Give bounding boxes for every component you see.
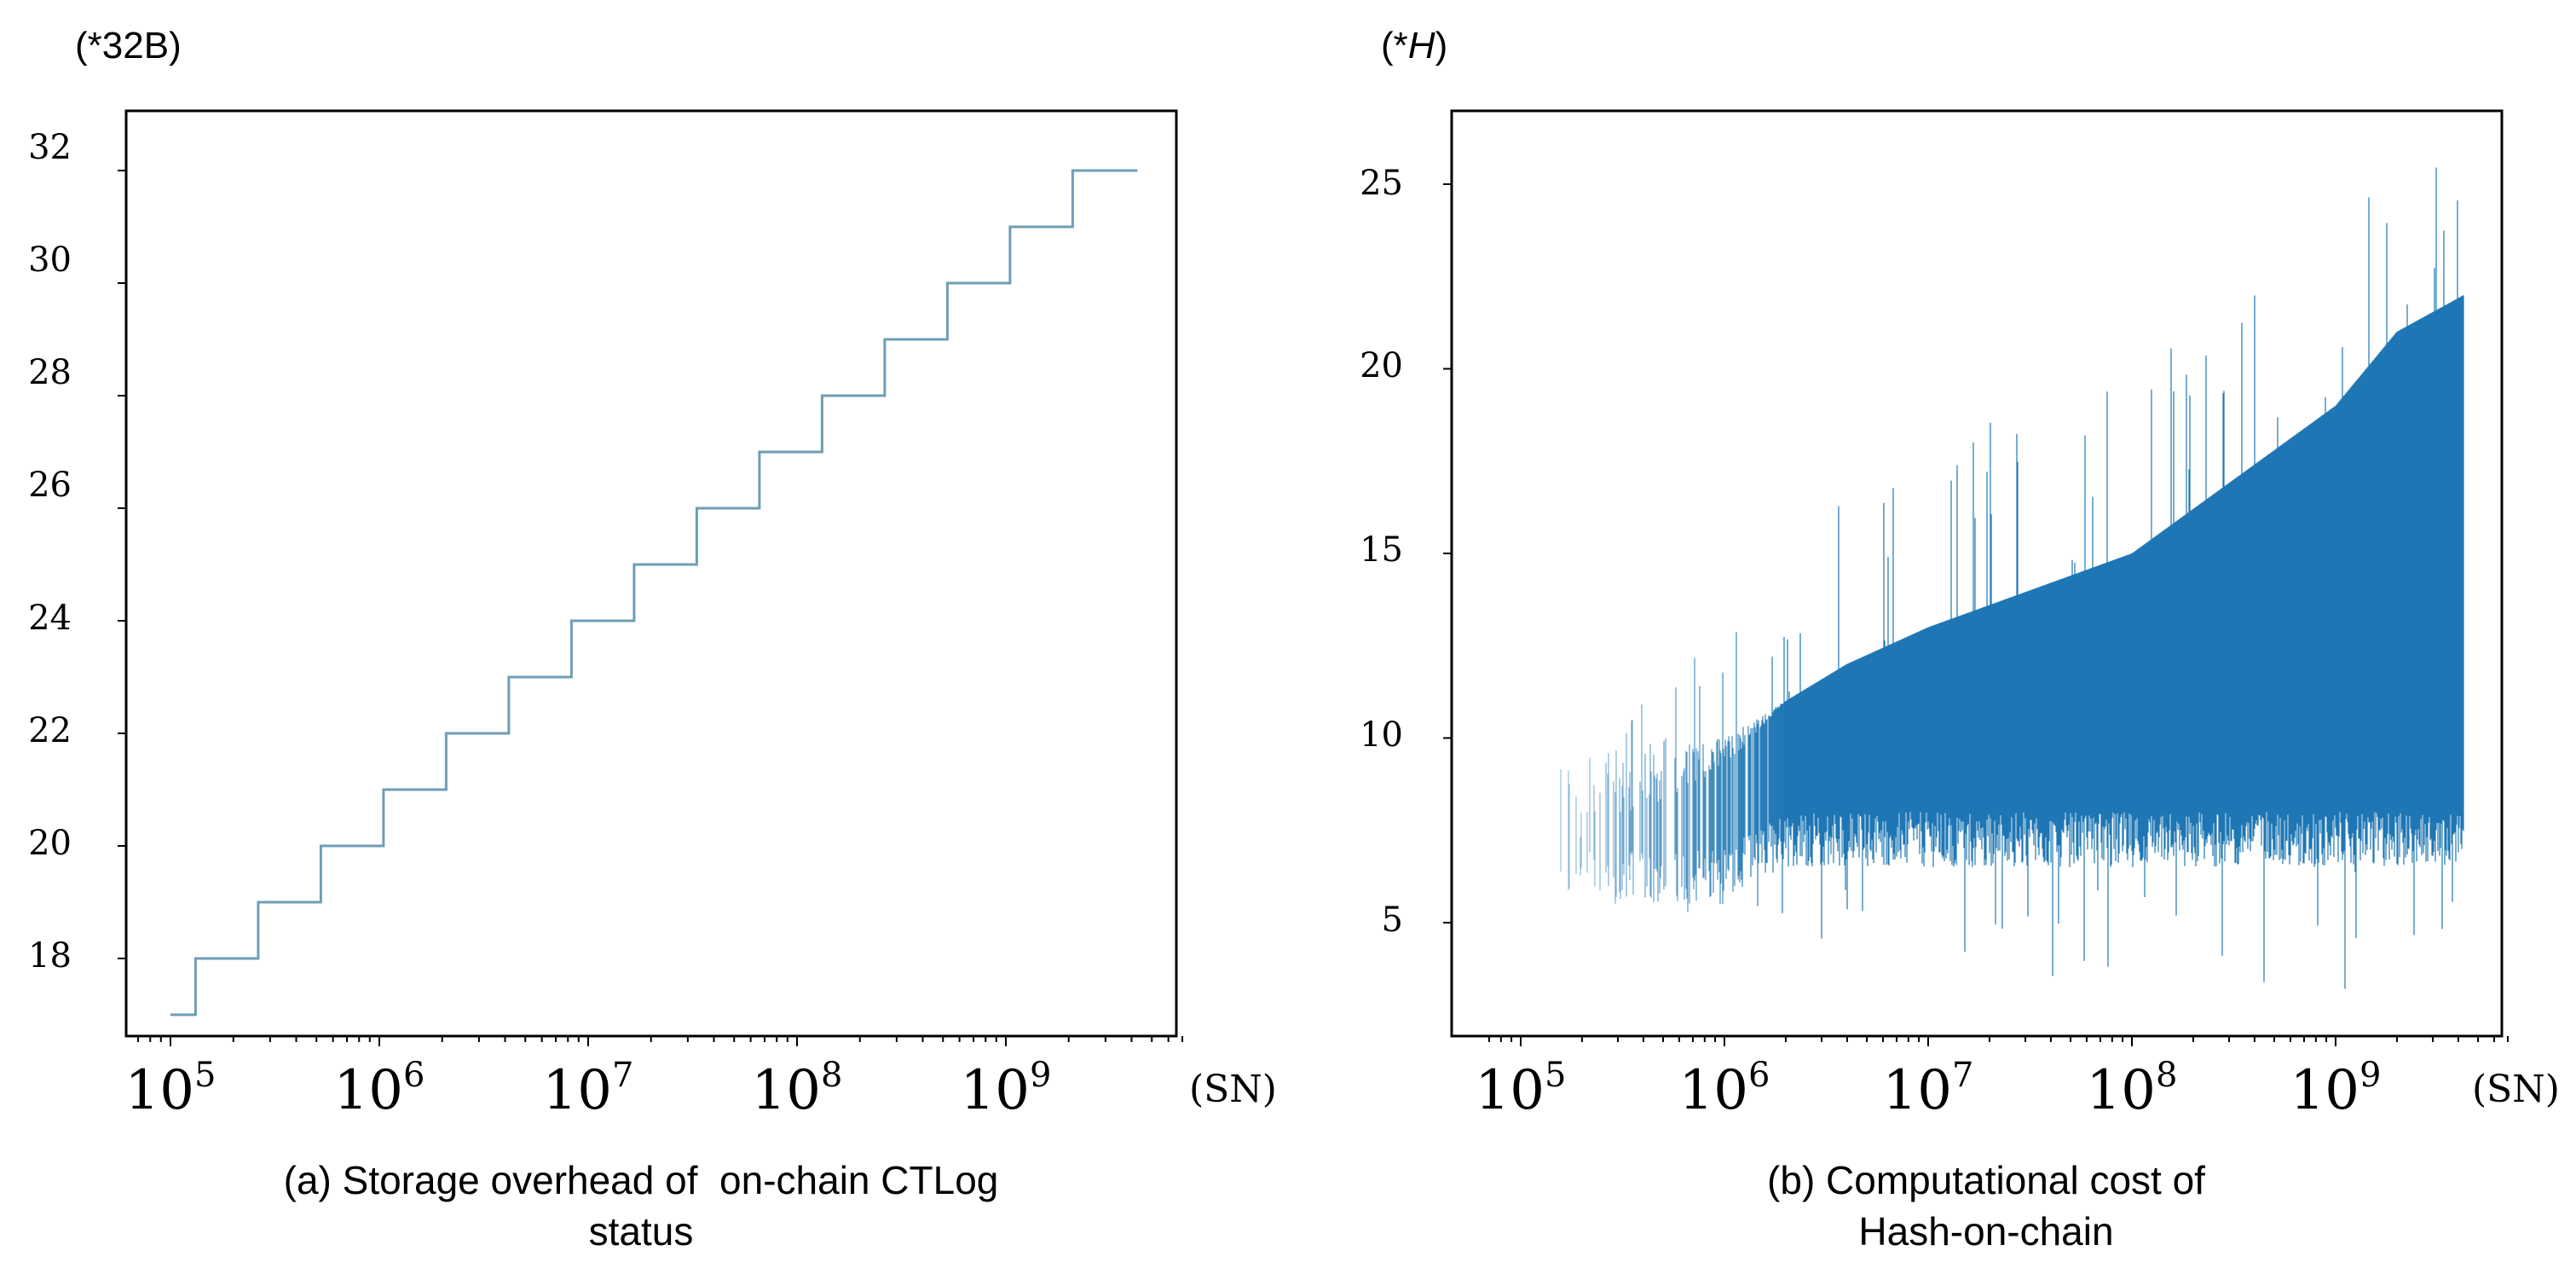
chart-a-xtick-label: 109 [961,1056,1052,1122]
chart-b: (*H) 5 10 15 20 25 105 106 107 108 109 (… [1360,25,2560,1254]
chart-a-y-axis: 18 20 22 24 26 28 30 32 [28,128,126,976]
chart-b-xtick-label: 105 [1476,1056,1567,1122]
chart-b-caption-line-1: (b) Computational cost of [1767,1158,2205,1202]
chart-a-xtick-label: 105 [125,1056,217,1122]
chart-b-xtick-label: 107 [1883,1056,1974,1122]
chart-b-unit-label: (*H) [1381,25,1447,67]
chart-a-caption-line-1: (a) Storage overhead of on-chain CTLog [284,1158,999,1202]
chart-a-ytick-label: 18 [28,936,72,976]
chart-b-caption-line-2: Hash-on-chain [1858,1209,2113,1254]
chart-a-xtick-label: 106 [334,1056,425,1122]
chart-b-plot-frame [1450,109,2504,1038]
chart-a: (*32B) 18 20 22 24 26 28 30 32 105 106 1… [28,25,1277,1254]
chart-a-unit-label: (*32B) [75,25,182,67]
chart-a-caption-line-2: status [589,1209,694,1254]
chart-b-x-minor-ticks [1487,1036,2509,1046]
chart-a-xunit: (SN) [1189,1068,1277,1111]
chart-b-ytick-label: 10 [1360,715,1403,755]
chart-b-xtick-label: 106 [1679,1056,1770,1122]
chart-b-y-axis: 5 10 15 20 25 [1360,164,1452,940]
chart-a-ytick-label: 22 [28,711,72,750]
chart-b-xunit: (SN) [2472,1068,2560,1111]
chart-a-ytick-label: 32 [28,128,72,167]
chart-a-x-minor-ticks [137,1036,1184,1046]
chart-a-x-axis: 105 106 107 108 109 (SN) [125,1056,1277,1122]
chart-a-ytick-label: 26 [28,466,72,505]
chart-b-ytick-label: 5 [1382,900,1403,940]
chart-b-x-axis: 105 106 107 108 109 (SN) [1476,1056,2560,1122]
chart-a-ytick-label: 24 [28,599,72,638]
chart-a-ytick-label: 20 [28,824,72,863]
chart-a-plot-frame [124,109,1178,1038]
chart-a-xtick-label: 108 [752,1056,843,1122]
chart-a-series-line [170,169,1138,1016]
chart-b-ytick-label: 25 [1360,164,1403,203]
chart-a-xtick-label: 107 [543,1056,634,1122]
chart-b-xtick-label: 109 [2290,1056,2382,1122]
chart-a-ytick-label: 28 [28,353,72,392]
chart-b-ytick-label: 20 [1360,346,1403,385]
chart-a-ytick-label: 30 [28,240,72,280]
chart-b-series-band [1560,167,2464,989]
chart-b-xtick-label: 108 [2087,1056,2178,1122]
chart-b-ytick-label: 15 [1360,530,1403,570]
